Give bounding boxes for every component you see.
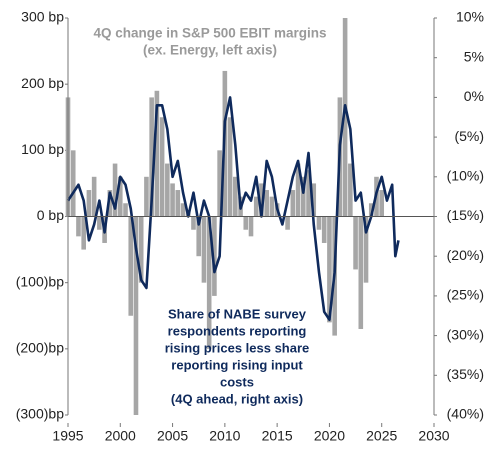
annotation: Share of NABE survey (168, 306, 307, 321)
annotation: 4Q change in S&P 500 EBIT margins (93, 26, 326, 41)
bar (138, 216, 144, 283)
bar (112, 163, 118, 217)
y2-tick-label: (30%) (447, 326, 484, 342)
bar (133, 216, 139, 415)
bar (321, 216, 327, 243)
y-tick-label: (200)bp (16, 340, 64, 356)
bar (191, 216, 196, 230)
bar (233, 176, 238, 217)
bar (269, 196, 275, 217)
bar (353, 216, 358, 270)
bar (358, 216, 364, 329)
bar (243, 216, 249, 230)
bar (196, 216, 202, 257)
bar (107, 190, 113, 217)
y-tick-label: 200 bp (21, 75, 64, 91)
x-tick-label: 2015 (262, 428, 293, 444)
y-tick-label: 0 bp (37, 207, 64, 223)
x-tick-label: 1995 (52, 428, 83, 444)
annotation: (4Q ahead, right axis) (171, 391, 303, 406)
y-tick-label: (100)bp (16, 273, 64, 289)
bar (248, 216, 254, 237)
bar (149, 97, 154, 217)
bar (327, 216, 332, 323)
bar (363, 216, 369, 283)
bar (175, 190, 181, 217)
annotation: rising prices less share (165, 340, 310, 355)
bar (306, 170, 311, 217)
x-tick-label: 2010 (209, 428, 240, 444)
bar (86, 190, 92, 217)
bar (81, 216, 86, 250)
bar (97, 216, 102, 230)
bar (290, 190, 296, 217)
y-tick-label: 300 bp (21, 9, 64, 25)
bar (159, 117, 165, 217)
bar (348, 163, 353, 217)
bar (259, 183, 264, 217)
bar (154, 90, 160, 217)
bar (342, 18, 348, 217)
line (66, 96, 400, 322)
bar (217, 150, 222, 217)
bar (311, 183, 317, 217)
y2-tick-label: (15%) (447, 207, 484, 223)
bar (227, 117, 233, 217)
bar (264, 190, 269, 217)
bar (300, 176, 306, 217)
annotation: costs (220, 374, 254, 389)
bar (212, 216, 217, 296)
bar (295, 163, 301, 217)
bar (76, 216, 81, 237)
y-tick-label: (300)bp (16, 406, 64, 422)
bar (91, 176, 97, 217)
y-tick-label: 100 bp (21, 141, 64, 157)
x-tick-label: 2020 (314, 428, 345, 444)
bar (253, 196, 259, 217)
bar (180, 203, 186, 217)
y2-tick-label: (5%) (454, 128, 484, 144)
y2-tick-label: (40%) (447, 406, 484, 422)
y2-tick-label: (25%) (447, 287, 484, 303)
bar (285, 216, 290, 230)
y2-tick-label: (35%) (447, 366, 484, 382)
x-tick-label: 2030 (418, 428, 449, 444)
bar (117, 176, 123, 217)
x-tick-label: 2005 (157, 428, 188, 444)
annotation: respondents reporting (168, 323, 307, 338)
bar (316, 216, 322, 230)
bar (70, 150, 76, 217)
bar (206, 216, 212, 349)
y2-tick-label: 5% (464, 48, 484, 64)
bar (170, 183, 175, 217)
annotation: (ex. Energy, left axis) (143, 43, 277, 58)
x-tick-label: 2025 (366, 428, 397, 444)
y2-tick-label: (10%) (447, 168, 484, 184)
annotation: reporting rising input (171, 357, 303, 372)
y2-tick-label: 0% (464, 88, 484, 104)
y2-tick-label: (20%) (447, 247, 484, 263)
bar (165, 163, 170, 217)
bar (144, 176, 149, 217)
bar (368, 203, 374, 217)
bar (201, 216, 207, 283)
bar (128, 216, 134, 316)
bar (123, 203, 128, 217)
bar (379, 190, 385, 217)
y2-tick-label: 10% (456, 9, 484, 25)
x-tick-label: 2000 (105, 428, 136, 444)
